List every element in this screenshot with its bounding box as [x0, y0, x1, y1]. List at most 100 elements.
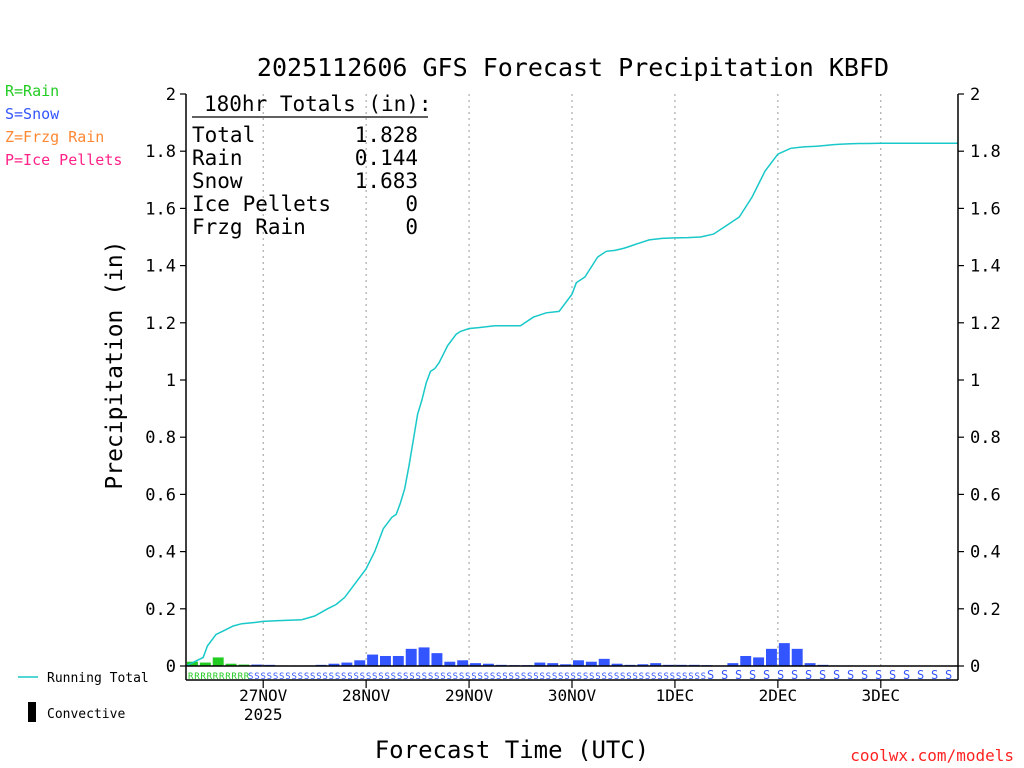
precip-type-letter: S: [496, 672, 501, 682]
running-total-legend-label: Running Total: [47, 671, 149, 686]
totals-row-label: Snow: [192, 169, 243, 193]
precip-type-letter: S: [589, 672, 594, 682]
y-tick-label-left: 0.4: [145, 543, 176, 563]
precip-type-letter: S: [279, 672, 284, 682]
x-tick-label: 29NOV: [445, 686, 494, 705]
precip-type-letter: R: [238, 672, 244, 682]
totals-row-value: 0: [405, 192, 418, 216]
y-axis-label: Precipitation (in): [102, 240, 128, 489]
running-total-line-path: [185, 142, 958, 667]
chart-title: 2025112606 GFS Forecast Precipitation KB…: [257, 53, 889, 82]
precip-type-letter: S: [484, 672, 489, 682]
precip-type-letter: R: [207, 672, 213, 682]
precip-type-letter: S: [428, 672, 433, 682]
precip-type-legend-item: R=Rain: [5, 82, 59, 100]
precip-type-letter: S: [749, 668, 756, 682]
precip-type-letter: S: [372, 672, 377, 682]
precip-type-letter: S: [446, 672, 451, 682]
precip-type-letter: S: [415, 672, 420, 682]
y-tick-label-left: 1.2: [145, 314, 176, 334]
precip-type-letter: S: [670, 672, 675, 682]
totals-rows: Total 1.828 Rain 0.144 Snow 1.683 Ice Pellets 0…: [192, 123, 418, 239]
y-ticks: 0 00.2 0.20.4 0.40.6 0.60.8 0.81 11.2 1.21.4 1.4…: [145, 85, 1000, 677]
totals-row-value: 1.828: [355, 123, 418, 147]
precip-type-letter: S: [465, 672, 470, 682]
precip-type-letter: S: [861, 668, 868, 682]
x-tick-label: 1DEC: [656, 686, 695, 705]
precip-type-letter: S: [409, 672, 414, 682]
precip-type-letter: S: [316, 672, 321, 682]
y-tick-label-right: 1: [970, 371, 980, 391]
precip-type-letter: S: [931, 668, 938, 682]
precip-type-letter: S: [434, 672, 439, 682]
totals-row-label: Frzg Rain: [192, 215, 306, 239]
precip-type-letter: S: [422, 672, 427, 682]
precip-type-letter: S: [471, 672, 476, 682]
precip-type-letter: R: [225, 672, 231, 682]
precip-bar: [187, 661, 198, 666]
precip-type-letter: S: [353, 672, 358, 682]
precip-type-letter: S: [583, 672, 588, 682]
precip-bar: [457, 660, 469, 666]
precip-bar: [380, 655, 391, 666]
precip-bar: [753, 657, 765, 666]
precip-type-letter: S: [322, 672, 327, 682]
precip-type-letter: S: [508, 672, 513, 682]
totals-row-label: Ice Pellets: [192, 192, 331, 216]
precip-bar: [573, 660, 584, 666]
precip-type-letter: S: [273, 672, 278, 682]
precip-bar: [740, 655, 752, 666]
precip-type-letter: S: [360, 672, 365, 682]
precip-type-letter: S: [558, 672, 563, 682]
precip-type-letter: S: [477, 672, 482, 682]
precip-type-letter: S: [632, 672, 637, 682]
precip-type-letter: S: [707, 668, 714, 682]
precip-bar: [791, 648, 803, 666]
precip-type-letter: S: [260, 672, 265, 682]
precip-type-letter: S: [533, 672, 538, 682]
precip-type-letter: S: [847, 668, 854, 682]
x-axis-label: Forecast Time (UTC): [375, 736, 650, 764]
precip-bar: [212, 657, 224, 666]
precip-type-legend-item: Z=Frzg Rain: [5, 128, 104, 146]
precip-type-letter: S: [546, 672, 551, 682]
precip-type-letter: S: [791, 668, 798, 682]
precip-type-letter: S: [490, 672, 495, 682]
y-tick-label-right: 1.6: [970, 199, 1001, 219]
precip-type-letter: S: [805, 668, 812, 682]
precip-type-letter: S: [391, 672, 396, 682]
precip-type-letter: S: [570, 672, 575, 682]
y-tick-label-right: 0.2: [970, 600, 1001, 620]
precip-type-letter: S: [903, 668, 910, 682]
precip-bar: [225, 663, 237, 666]
precip-type-letter: R: [244, 672, 250, 682]
x-tick-label: 3DEC: [862, 686, 901, 705]
precip-type-letter: S: [577, 672, 582, 682]
precip-bar: [766, 648, 777, 666]
precip-type-letter: S: [310, 672, 315, 682]
precip-bar: [778, 643, 790, 666]
precip-type-letter: S: [502, 672, 507, 682]
precip-type-letter: S: [763, 668, 770, 682]
precip-type-legend-item: P=Ice Pellets: [5, 151, 122, 169]
precip-type-letter: S: [819, 668, 826, 682]
totals-row-label: Rain: [192, 146, 243, 170]
precip-type-letter: S: [663, 672, 668, 682]
precip-bar: [547, 663, 559, 666]
precip-type-letter: R: [200, 672, 206, 682]
precip-type-letter: S: [564, 672, 569, 682]
precip-type-letter: S: [366, 672, 371, 682]
precip-type-letter: S: [620, 672, 625, 682]
y-tick-label-left: 2: [166, 85, 176, 105]
watermark: coolwx.com/models: [850, 746, 1014, 765]
precip-type-letter: S: [875, 668, 882, 682]
running-total-line: [185, 142, 958, 667]
precip-type-letter: S: [291, 672, 296, 682]
precip-type-letter: R: [231, 672, 237, 682]
precip-type-letter: S: [614, 672, 619, 682]
precip-type-letter: S: [341, 672, 346, 682]
precip-bar: [637, 664, 649, 666]
precip-bar: [354, 660, 366, 666]
